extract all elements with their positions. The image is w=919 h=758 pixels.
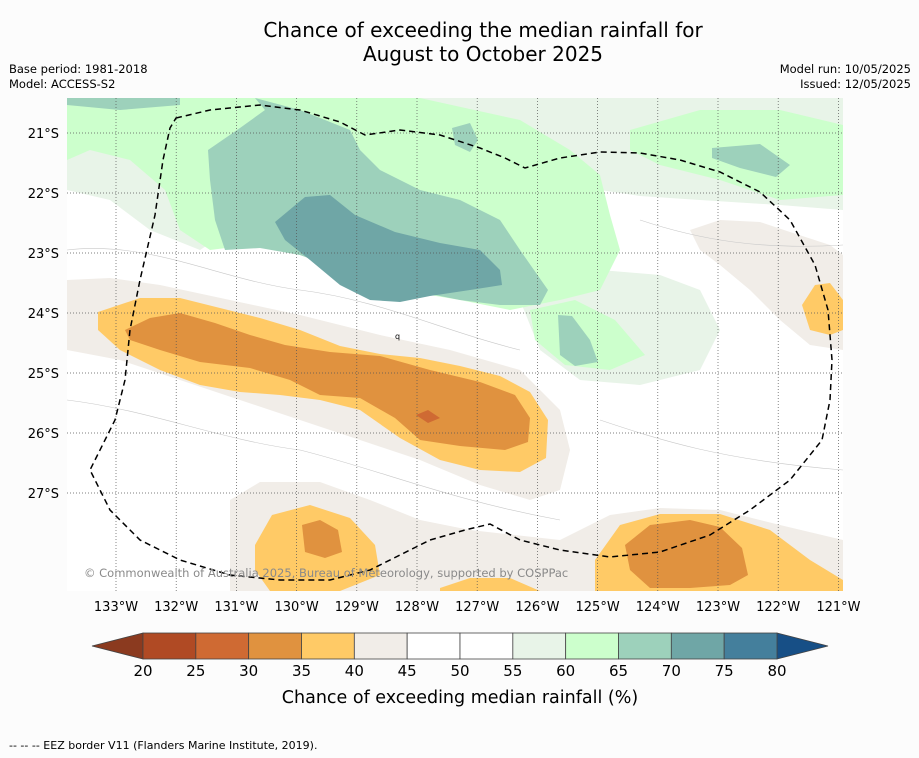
- colorbar-tick: 45: [398, 662, 417, 680]
- title-line-2: August to October 2025: [362, 42, 604, 66]
- contour-35-40-bottom-mid: [440, 578, 540, 591]
- info-left: Base period: 1981-2018 Model: ACCESS-S2: [9, 62, 148, 92]
- longitude-label: 124°W: [636, 600, 680, 615]
- contour-line-3: [599, 419, 843, 471]
- contour-line-1: [67, 248, 521, 351]
- latitude-label: 21°S: [28, 127, 59, 142]
- footer-note: -- -- -- EEZ border V11 (Flanders Marine…: [9, 739, 318, 752]
- latitude-label: 25°S: [28, 367, 59, 382]
- model-text: Model: ACCESS-S2: [9, 77, 116, 91]
- contour-30-35-bottom-right: [625, 520, 748, 588]
- colorbar-tick: 70: [662, 662, 681, 680]
- colorbar-segments: [142, 632, 778, 660]
- longitude-label: 123°W: [696, 600, 740, 615]
- colorbar-tick: 25: [186, 662, 205, 680]
- longitude-label: 122°W: [756, 600, 800, 615]
- colorbar-segment: [248, 632, 302, 660]
- contour-65-70-right: [712, 144, 790, 177]
- colorbar-tick: 50: [450, 662, 469, 680]
- colorbar-tick: 75: [715, 662, 734, 680]
- latitude-label: 24°S: [28, 307, 59, 322]
- contour-25-30-spot: [416, 410, 440, 423]
- model-run-text: Model run: 10/05/2025: [779, 62, 911, 76]
- longitude-label: 132°W: [154, 600, 198, 615]
- eez-border: [89, 104, 833, 581]
- colorbar-under-arrow: [91, 632, 144, 660]
- colorbar-tick: 60: [556, 662, 575, 680]
- longitude-label: 127°W: [455, 600, 499, 615]
- colorbar-segment: [459, 632, 514, 660]
- colorbar-tick: 20: [133, 662, 152, 680]
- longitude-label: 131°W: [214, 600, 258, 615]
- colorbar-tick: 80: [767, 662, 786, 680]
- colorbar-tick: 65: [609, 662, 628, 680]
- colorbar-segment: [195, 632, 250, 660]
- graticule: [67, 98, 843, 591]
- colorbar: 20 25 30 35 40 45 50 55 60 65 70 75 80 Chance of exc…: [91, 632, 829, 708]
- longitude-labels: 133°W 132°W 131°W 130°W 129°W 128°W 127°W 126°W…: [94, 600, 861, 615]
- colorbar-segment: [512, 632, 567, 660]
- colorbar-segment: [565, 632, 619, 660]
- colorbar-segment: [670, 632, 725, 660]
- colorbar-tick: 35: [292, 662, 311, 680]
- longitude-label: 133°W: [94, 600, 138, 615]
- colorbar-tick: 55: [503, 662, 522, 680]
- latitude-labels: 21°S 22°S 23°S 24°S 25°S 26°S 27°S: [28, 127, 59, 502]
- issued-text: Issued: 12/05/2025: [800, 77, 911, 91]
- contour-lines: [67, 219, 843, 521]
- colorbar-segment: [142, 632, 197, 660]
- colorbar-segment: [406, 632, 461, 660]
- longitude-label: 126°W: [515, 600, 559, 615]
- colorbar-segment: [618, 632, 672, 660]
- base-period-text: Base period: 1981-2018: [9, 62, 148, 76]
- colorbar-segment: [301, 632, 355, 660]
- contour-70-75: [275, 195, 502, 302]
- contour-65-70-small-b: [558, 315, 598, 366]
- contour-40-45-right: [690, 220, 843, 350]
- contour-30-35-bottom-left: [302, 520, 342, 558]
- latitude-label: 27°S: [28, 487, 59, 502]
- longitude-label: 125°W: [576, 600, 620, 615]
- latitude-label: 22°S: [28, 187, 59, 202]
- longitude-label: 128°W: [395, 600, 439, 615]
- map-marker-label: q: [395, 332, 400, 341]
- info-right: Model run: 10/05/2025 Issued: 12/05/2025: [780, 62, 911, 92]
- longitude-label: 129°W: [335, 600, 379, 615]
- longitude-label: 130°W: [275, 600, 319, 615]
- contour-35-40-right: [802, 283, 843, 335]
- contour-line-4: [639, 219, 843, 247]
- contour-65-70-top: [67, 98, 180, 110]
- colorbar-tick-labels: 20 25 30 35 40 45 50 55 60 65 70 75 80: [133, 662, 786, 680]
- title-line-1: Chance of exceeding the median rainfall …: [263, 18, 703, 42]
- copyright-text: © Commonwealth of Australia 2025, Bureau…: [84, 566, 568, 580]
- rainfall-map: q © Commonwealth of Australia 2025, Bure…: [28, 98, 861, 708]
- longitude-label: 121°W: [816, 600, 860, 615]
- colorbar-segment: [353, 632, 408, 660]
- colorbar-over-arrow: [776, 632, 829, 660]
- map-fill-area: [67, 98, 843, 591]
- colorbar-segment: [723, 632, 778, 660]
- colorbar-tick: 40: [345, 662, 364, 680]
- colorbar-label: Chance of exceeding median rainfall (%): [282, 688, 638, 708]
- map-title: Chance of exceeding the median rainfall …: [0, 18, 919, 66]
- latitude-label: 23°S: [28, 247, 59, 262]
- contour-line-2: [67, 399, 561, 521]
- latitude-label: 26°S: [28, 427, 59, 442]
- colorbar-tick: 30: [239, 662, 258, 680]
